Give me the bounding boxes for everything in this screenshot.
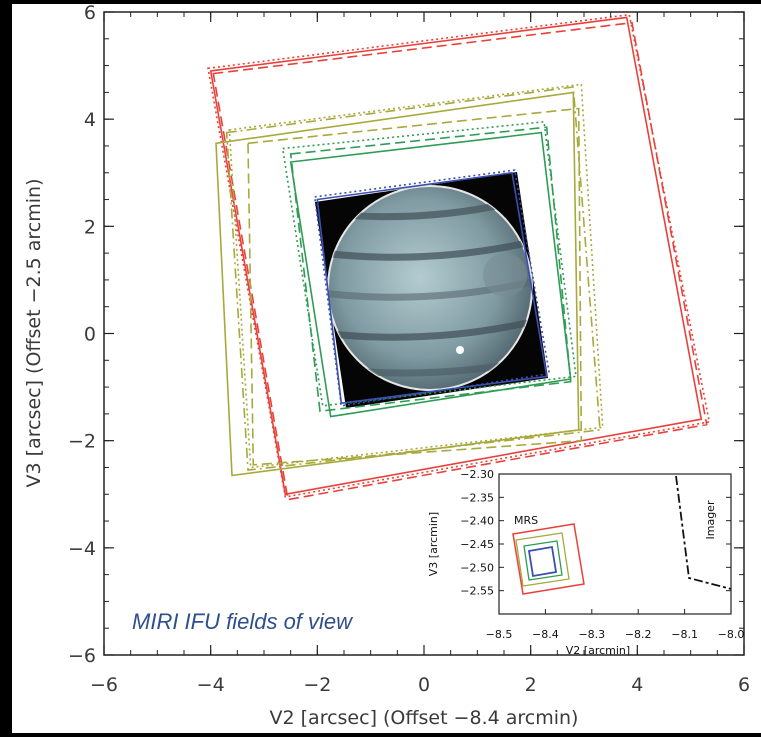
inset-blue-outline xyxy=(527,545,558,578)
inset-y-tick-label: −2.45 xyxy=(460,538,494,551)
y-tick-label: 6 xyxy=(84,2,96,24)
x-tick-label: 0 xyxy=(418,674,430,696)
fov-red-dotted xyxy=(207,13,711,498)
x-tick-label: 6 xyxy=(738,674,750,696)
fov-olive-solid xyxy=(215,91,580,477)
x-axis-label: V2 [arcsec] (Offset −8.4 arcmin) xyxy=(270,707,579,729)
inset-x-ticks: −8.5 −8.4 −8.3 −8.2 −8.1 −8.0 xyxy=(486,609,745,641)
y-tick-label: −4 xyxy=(68,538,96,560)
inset-x-tick-label: −8.5 xyxy=(486,628,513,641)
inset-imager-label: Imager xyxy=(704,500,717,539)
y-tick-label: 0 xyxy=(84,324,96,346)
fov-olive-dotted xyxy=(228,83,604,469)
inset-green-outline xyxy=(523,540,563,581)
inset-x-tick-label: −8.0 xyxy=(718,628,745,641)
inset-x-tick-label: −8.2 xyxy=(625,628,652,641)
inset-y-tick-label: −2.40 xyxy=(460,515,494,528)
fov-caption: MIRI IFU fields of view xyxy=(132,609,354,634)
fov-olive-dashed xyxy=(247,107,583,466)
inset-y-label: V3 [arcmin] xyxy=(427,512,440,576)
x-axis-ticks: −6 −4 −2 0 2 4 6 xyxy=(90,12,750,696)
x-tick-label: −2 xyxy=(303,674,331,696)
inset-y-tick-label: −2.35 xyxy=(460,491,494,504)
inset-y-tick-label: −2.50 xyxy=(460,561,494,574)
inset-x-tick-label: −8.1 xyxy=(671,628,698,641)
y-axis-label: V3 [arcsec] (Offset −2.5 arcmin) xyxy=(23,179,45,488)
inset-x-tick-label: −8.3 xyxy=(578,628,605,641)
fov-blue-solid xyxy=(316,171,548,405)
x-tick-label: 4 xyxy=(631,674,643,696)
inset-y-tick-label: −2.30 xyxy=(460,468,494,481)
fov-red-dashed xyxy=(212,21,708,501)
fov-green-dashed xyxy=(289,126,572,413)
x-tick-label: −4 xyxy=(197,674,225,696)
y-tick-label: −6 xyxy=(68,645,96,667)
inset-mrs-label: MRS xyxy=(514,514,538,527)
x-tick-label: 2 xyxy=(525,674,537,696)
y-axis-ticks: −6 −4 −2 0 2 4 6 xyxy=(68,2,744,667)
y-tick-label: 2 xyxy=(84,216,96,238)
inset-x-tick-label: −8.4 xyxy=(532,628,559,641)
fov-red-solid xyxy=(209,16,703,496)
uranus-image xyxy=(315,172,548,408)
inset-olive-outline xyxy=(515,532,570,587)
x-tick-label: −6 xyxy=(90,674,118,696)
fov-green-dotted xyxy=(281,120,577,407)
y-tick-label: −2 xyxy=(68,431,96,453)
fov-outlines xyxy=(207,13,711,501)
inset-y-ticks: −2.30 −2.35 −2.40 −2.45 −2.50 −2.55 xyxy=(460,468,731,598)
y-tick-label: 4 xyxy=(84,109,96,131)
inset-y-tick-label: −2.55 xyxy=(460,585,494,598)
inset-plot: −8.5 −8.4 −8.3 −8.2 −8.1 −8.0 −2.30 −2.35 −2.40… xyxy=(427,468,744,657)
inset-imager-outline xyxy=(675,475,732,590)
fov-olive-dashdot xyxy=(225,86,601,471)
inset-x-label: V2 [arcmin] xyxy=(566,644,630,657)
inset-red-outline xyxy=(512,523,585,595)
